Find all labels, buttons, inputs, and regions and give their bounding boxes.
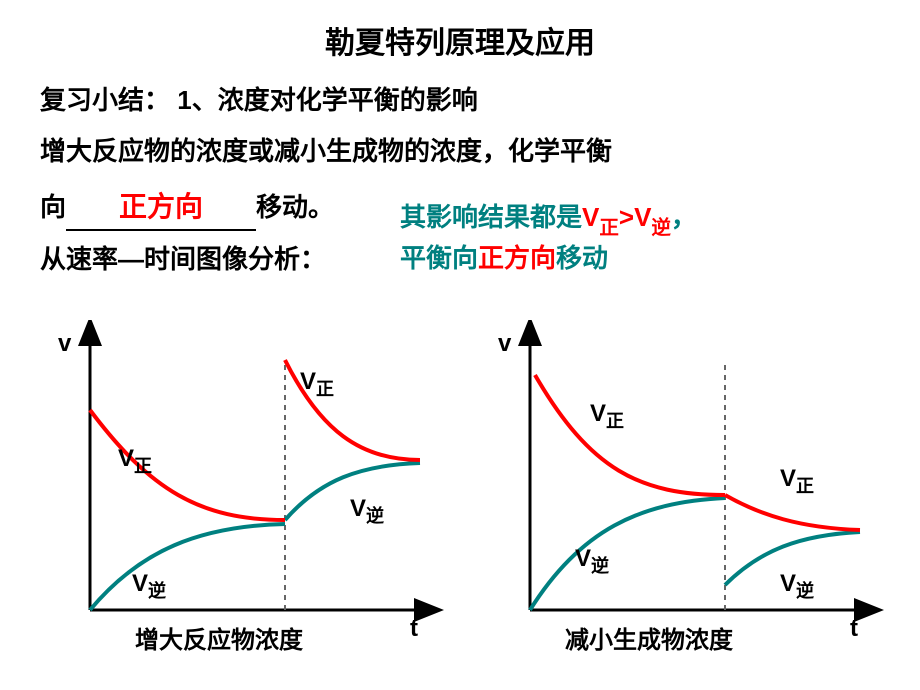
review-line: 复习小结： 1、浓度对化学平衡的影响: [40, 80, 920, 117]
effect-comma: ，: [671, 202, 697, 232]
effect-text: 其影响结果都是V正>V逆， 平衡向正方向移动: [400, 199, 697, 278]
chart2-teal1: [530, 498, 725, 610]
chart1-teal1: [90, 524, 285, 610]
effect-2a: 平衡向: [400, 243, 478, 273]
chart2-v-label: v: [498, 330, 511, 358]
chart2-red1: [535, 375, 725, 495]
effect-vr: V逆: [634, 202, 671, 232]
chart2-vrev1: V逆: [575, 545, 609, 578]
chart2-vfwd2: V正: [780, 465, 814, 498]
review-point: 1、浓度对化学平衡的影响: [177, 85, 477, 115]
chart2-t-label: t: [850, 615, 858, 643]
chart-decrease-product: v t V正 V逆 V正 V逆 减小生成物浓度: [480, 320, 900, 680]
review-label: 复习小结：: [40, 85, 170, 115]
effect-vf: V正: [582, 202, 619, 232]
effect-2b: 正方向: [478, 243, 556, 273]
effect-gt: >: [619, 202, 634, 232]
chart1-vrev1: V逆: [132, 570, 166, 603]
page-title: 勒夏特列原理及应用: [0, 0, 920, 62]
effect-2c: 移动: [556, 243, 608, 273]
chart2-vrev2: V逆: [780, 570, 814, 603]
chart1-vrev2: V逆: [350, 495, 384, 528]
blank-answer: 正方向: [119, 191, 203, 222]
chart1-v-label: v: [58, 330, 71, 358]
analysis-label: 从速率—时间图像分析：: [40, 239, 326, 276]
analysis-row: 其影响结果都是V正>V逆， 平衡向正方向移动 从速率—时间图像分析：: [0, 239, 920, 276]
chart1-vfwd2: V正: [300, 368, 334, 401]
charts-container: v t V正 V逆 V正 V逆 增大反应物浓度 v t V正 V逆 V正 V逆: [0, 320, 920, 690]
sentence-part2b: 移动。: [256, 192, 334, 222]
chart1-t-label: t: [410, 615, 418, 643]
chart1-caption: 增大反应物浓度: [135, 620, 303, 655]
blank-underline: [66, 229, 256, 231]
sentence-part1: 增大反应物的浓度或减小生成物的浓度，化学平衡: [40, 136, 612, 166]
sentence-1: 增大反应物的浓度或减小生成物的浓度，化学平衡: [40, 131, 920, 171]
chart1-vfwd1: V正: [118, 445, 152, 478]
chart-increase-reactant: v t V正 V逆 V正 V逆 增大反应物浓度: [40, 320, 460, 680]
sentence-part2a: 向: [40, 192, 66, 222]
chart2-caption: 减小生成物浓度: [565, 620, 733, 655]
chart2-red2: [725, 495, 860, 530]
effect-1a: 其影响结果都是: [400, 202, 582, 232]
chart2-vfwd1: V正: [590, 400, 624, 433]
blank-fill: 正方向: [66, 185, 256, 228]
